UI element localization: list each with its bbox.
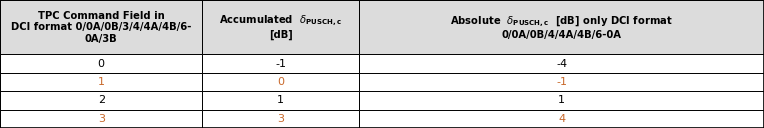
Text: -1: -1 (556, 77, 567, 87)
Bar (359, 54, 764, 73)
Text: 3: 3 (277, 114, 284, 124)
Bar (0, 54, 202, 73)
Text: TPC Command Field in
DCI format 0/0A/0B/3/4/4A/4B/6-
0A/3B: TPC Command Field in DCI format 0/0A/0B/… (11, 11, 192, 44)
Text: 2: 2 (98, 95, 105, 105)
Text: 1: 1 (277, 95, 284, 105)
Bar (0, 91, 202, 110)
Text: -4: -4 (556, 59, 567, 69)
Bar (202, 54, 359, 73)
Text: 0: 0 (277, 77, 284, 87)
Bar (359, 73, 764, 91)
Text: 3: 3 (98, 114, 105, 124)
Bar (0, 0, 202, 54)
Text: Accumulated  $\delta_{\mathregular{PUSCH,c}}$
[dB]: Accumulated $\delta_{\mathregular{PUSCH,… (219, 14, 342, 40)
Text: 0: 0 (98, 59, 105, 69)
Bar (202, 73, 359, 91)
Text: Absolute  $\delta_{\mathregular{PUSCH,c}}$  [dB] only DCI format
0/0A/0B/4/4A/4B: Absolute $\delta_{\mathregular{PUSCH,c}}… (450, 14, 673, 40)
Text: -1: -1 (275, 59, 286, 69)
Bar (0, 110, 202, 128)
Text: 1: 1 (558, 95, 565, 105)
Bar (359, 0, 764, 54)
Bar (202, 91, 359, 110)
Bar (359, 110, 764, 128)
Bar (202, 0, 359, 54)
Text: 1: 1 (98, 77, 105, 87)
Bar (0, 73, 202, 91)
Text: 4: 4 (558, 114, 565, 124)
Bar (202, 110, 359, 128)
Bar (359, 91, 764, 110)
